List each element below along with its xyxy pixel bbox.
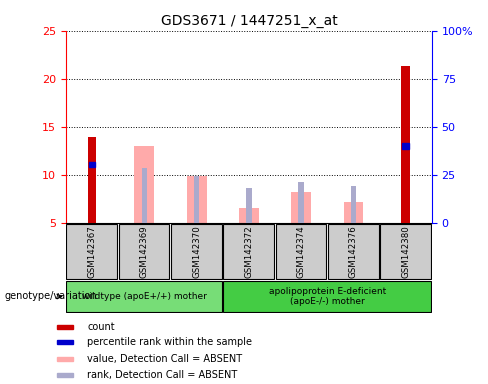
Text: GSM142369: GSM142369 bbox=[140, 225, 149, 278]
Bar bbox=[291, 192, 311, 223]
Bar bbox=[58, 340, 73, 344]
FancyBboxPatch shape bbox=[119, 224, 169, 279]
FancyBboxPatch shape bbox=[66, 224, 117, 279]
Bar bbox=[134, 146, 154, 223]
Bar bbox=[246, 188, 252, 223]
Bar bbox=[194, 176, 200, 223]
Bar bbox=[58, 325, 73, 329]
Text: GSM142374: GSM142374 bbox=[297, 225, 305, 278]
Text: GSM142376: GSM142376 bbox=[349, 225, 358, 278]
Text: rank, Detection Call = ABSENT: rank, Detection Call = ABSENT bbox=[87, 370, 238, 380]
Text: GSM142372: GSM142372 bbox=[244, 225, 253, 278]
Bar bbox=[58, 373, 73, 377]
FancyBboxPatch shape bbox=[171, 224, 222, 279]
Text: count: count bbox=[87, 322, 115, 332]
Bar bbox=[401, 66, 410, 223]
Bar bbox=[89, 162, 96, 167]
FancyBboxPatch shape bbox=[328, 224, 379, 279]
Text: GSM142367: GSM142367 bbox=[87, 225, 97, 278]
Bar bbox=[344, 202, 364, 223]
Bar bbox=[87, 137, 97, 223]
Text: apolipoprotein E-deficient
(apoE-/-) mother: apolipoprotein E-deficient (apoE-/-) mot… bbox=[269, 287, 386, 306]
Text: GSM142370: GSM142370 bbox=[192, 225, 201, 278]
FancyBboxPatch shape bbox=[276, 224, 326, 279]
FancyBboxPatch shape bbox=[224, 281, 431, 312]
Text: percentile rank within the sample: percentile rank within the sample bbox=[87, 337, 252, 347]
Bar bbox=[58, 357, 73, 361]
Bar bbox=[298, 182, 304, 223]
FancyBboxPatch shape bbox=[224, 224, 274, 279]
FancyBboxPatch shape bbox=[380, 224, 431, 279]
Bar bbox=[239, 208, 259, 223]
Text: genotype/variation: genotype/variation bbox=[5, 291, 98, 301]
Text: wildtype (apoE+/+) mother: wildtype (apoE+/+) mother bbox=[82, 292, 207, 301]
Bar bbox=[187, 176, 206, 223]
Text: value, Detection Call = ABSENT: value, Detection Call = ABSENT bbox=[87, 354, 243, 364]
Bar bbox=[351, 186, 356, 223]
Bar bbox=[142, 168, 147, 223]
Bar bbox=[402, 143, 409, 149]
Title: GDS3671 / 1447251_x_at: GDS3671 / 1447251_x_at bbox=[161, 14, 337, 28]
Text: GSM142380: GSM142380 bbox=[401, 225, 410, 278]
FancyBboxPatch shape bbox=[66, 281, 222, 312]
